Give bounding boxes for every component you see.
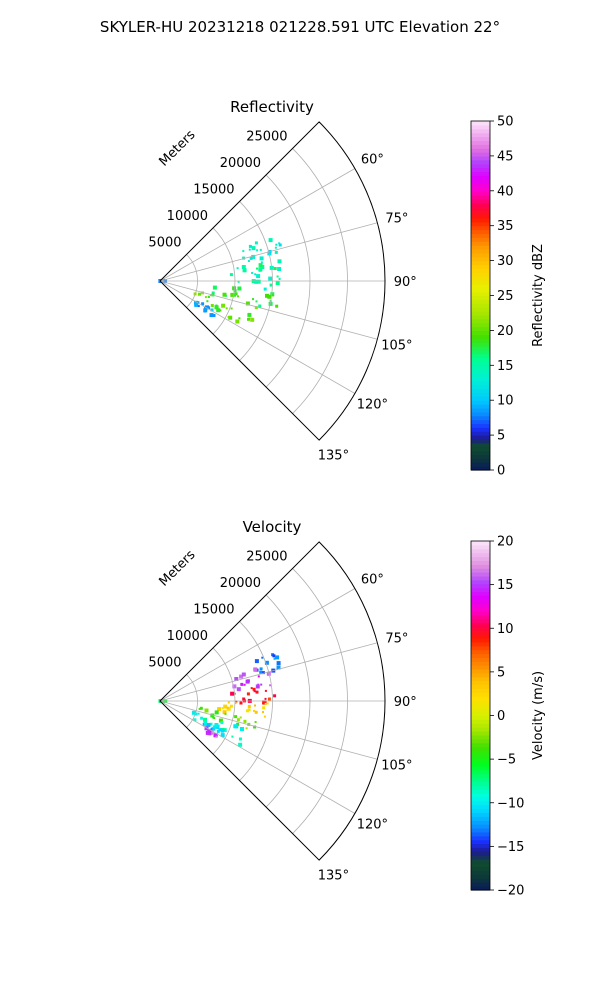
velocity-colorbar-tick-label: −10 xyxy=(497,796,524,811)
reflectivity-azimuth-tick-label: 105° xyxy=(381,338,412,353)
velocity-azimuth-tick-label: 135° xyxy=(318,868,349,883)
velocity-colorbar-tick-label: −20 xyxy=(497,884,524,899)
reflectivity-azimuth-spoke xyxy=(159,280,356,394)
reflectivity-colorbar-tick-label: 5 xyxy=(497,429,505,444)
reflectivity-colorbar-tick-label: 15 xyxy=(497,359,514,374)
reflectivity-echo-region xyxy=(193,291,258,324)
reflectivity-colorbar-tick-label: 10 xyxy=(497,394,514,409)
reflectivity-echo-region xyxy=(194,300,216,318)
reflectivity-azimuth-tick-label: 75° xyxy=(385,212,408,227)
velocity-azimuth-tick-label: 105° xyxy=(381,758,412,773)
velocity-range-tick-label: 5000 xyxy=(148,655,181,670)
reflectivity-colorbar-tick-label: 0 xyxy=(497,464,505,479)
velocity-azimuth-spoke xyxy=(159,700,356,814)
velocity-azimuth-tick-label: 120° xyxy=(357,818,388,833)
velocity-range-tick-label: 20000 xyxy=(220,576,261,591)
reflectivity-azimuth-tick-label: 135° xyxy=(318,448,349,463)
reflectivity-echo-region xyxy=(229,259,282,291)
reflectivity-colorbar-tick-label: 35 xyxy=(497,219,514,234)
reflectivity-colorbar-tick-label: 45 xyxy=(497,149,514,164)
reflectivity-colorbar: 0 5 10 15 20 25 30 35 40 45 50 Reflectivity dBZ xyxy=(470,115,546,479)
velocity-colorbar-tick-label: −15 xyxy=(497,840,524,855)
reflectivity-colorbar-tick-label: 25 xyxy=(497,289,514,304)
velocity-colorbar-label: Velocity (m/s) xyxy=(531,671,546,760)
velocity-colorbar-tick-label: −5 xyxy=(497,753,516,768)
reflectivity-echo-region xyxy=(242,238,282,264)
reflectivity-sector-frame xyxy=(159,121,386,441)
reflectivity-title: Reflectivity xyxy=(230,98,314,116)
velocity-panel: Velocity 5000 10000 15000 20000 25000 Meters 6… xyxy=(148,518,416,883)
velocity-range-tick-label: 15000 xyxy=(193,602,234,617)
velocity-sector-frame xyxy=(159,541,386,861)
reflectivity-colorbar-tick-label: 50 xyxy=(497,115,514,130)
velocity-range-tick-label: 10000 xyxy=(167,629,208,644)
reflectivity-range-tick-label: 20000 xyxy=(220,156,261,171)
reflectivity-colorbar-tick-label: 30 xyxy=(497,254,514,269)
reflectivity-range-tick-label: 10000 xyxy=(167,209,208,224)
reflectivity-range-tick-label: 25000 xyxy=(246,129,287,144)
velocity-azimuth-tick-label: 90° xyxy=(394,695,417,710)
velocity-colorbar: −20 −15 −10 −5 0 5 10 15 20 Velocity (m/s) xyxy=(470,535,546,899)
reflectivity-panel: Reflectivity 5000 10000 15000 20000 25000 Met… xyxy=(148,98,416,463)
reflectivity-azimuth-tick-label: 90° xyxy=(394,275,417,290)
velocity-colorbar-tick-label: 20 xyxy=(497,535,514,550)
velocity-range-axis-label: Meters xyxy=(157,547,199,589)
velocity-echo-region xyxy=(254,653,281,675)
reflectivity-colorbar-tick-label: 20 xyxy=(497,324,514,339)
velocity-title: Velocity xyxy=(243,518,302,536)
reflectivity-range-axis-label: Meters xyxy=(157,127,199,169)
reflectivity-azimuth-tick-label: 120° xyxy=(357,398,388,413)
velocity-colorbar-tick-label: 0 xyxy=(497,709,505,724)
velocity-colorbar-tick-label: 10 xyxy=(497,622,514,637)
reflectivity-colorbar-tick-label: 40 xyxy=(497,184,514,199)
reflectivity-azimuth-tick-label: 60° xyxy=(361,152,384,167)
reflectivity-azimuth-spoke xyxy=(159,168,356,282)
figure-suptitle: SKYLER-HU 20231218 021228.591 UTC Elevat… xyxy=(100,18,500,36)
reflectivity-azimuth-spoke xyxy=(159,222,378,282)
reflectivity-colorbar-label: Reflectivity dBZ xyxy=(531,244,546,347)
velocity-colorbar-tick-label: 15 xyxy=(497,578,514,593)
velocity-azimuth-tick-label: 75° xyxy=(385,632,408,647)
reflectivity-range-tick-label: 15000 xyxy=(193,182,234,197)
velocity-azimuth-spoke xyxy=(159,588,356,702)
velocity-colorbar-tick-label: 5 xyxy=(497,665,505,680)
reflectivity-range-tick-label: 5000 xyxy=(148,235,181,250)
velocity-echo-region xyxy=(217,701,269,718)
velocity-range-tick-label: 25000 xyxy=(246,549,287,564)
velocity-echo-region xyxy=(198,706,257,730)
velocity-echo-region xyxy=(202,721,225,733)
velocity-azimuth-spoke xyxy=(159,700,378,760)
reflectivity-azimuth-spoke xyxy=(159,280,378,340)
velocity-azimuth-tick-label: 60° xyxy=(361,572,384,587)
velocity-azimuth-spoke xyxy=(159,642,378,702)
